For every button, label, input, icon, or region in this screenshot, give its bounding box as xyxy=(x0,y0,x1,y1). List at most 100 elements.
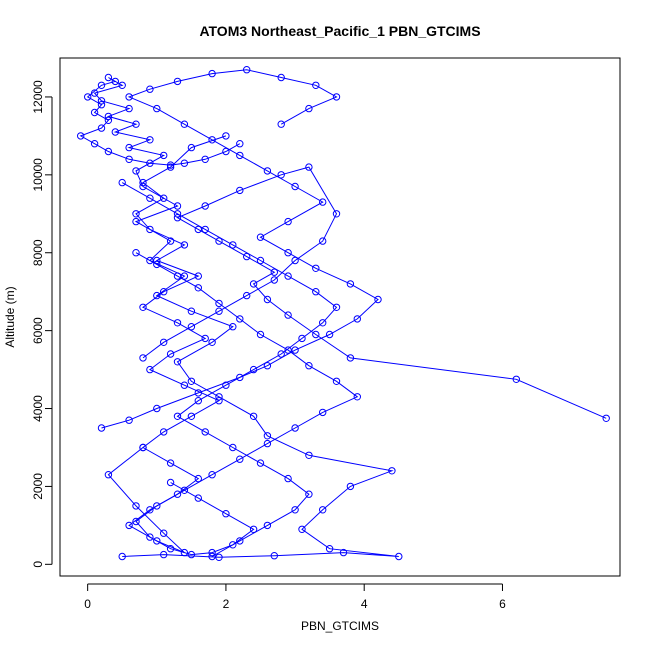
data-point xyxy=(132,217,140,226)
data-point xyxy=(305,104,313,113)
data-point xyxy=(215,393,223,401)
data-point xyxy=(187,307,196,315)
data-point xyxy=(256,330,265,339)
data-point xyxy=(77,132,85,140)
data-point xyxy=(222,147,230,156)
series-4 xyxy=(139,163,610,422)
data-point xyxy=(153,291,161,300)
data-point xyxy=(208,338,216,346)
data-point xyxy=(284,311,292,319)
data-point xyxy=(139,443,147,452)
data-point xyxy=(97,424,106,432)
data-point xyxy=(305,362,313,370)
data-point xyxy=(339,548,348,557)
data-point xyxy=(374,295,382,304)
data-point xyxy=(153,260,161,269)
data-point xyxy=(139,182,147,191)
x-tick-label: 6 xyxy=(499,597,506,611)
data-point xyxy=(263,432,272,440)
data-point xyxy=(263,521,272,530)
data-point xyxy=(166,350,175,358)
data-point xyxy=(236,455,244,463)
data-point xyxy=(97,81,106,90)
data-point xyxy=(132,517,140,526)
data-point xyxy=(291,182,299,191)
x-tick-label: 0 xyxy=(84,597,91,611)
data-point xyxy=(97,124,106,132)
data-point xyxy=(146,159,154,167)
data-point xyxy=(305,490,313,498)
y-tick-label: 12000 xyxy=(31,80,45,114)
y-axis: 0 2000 4000 6000 8000 10000 12000 xyxy=(31,80,53,568)
data-point xyxy=(97,101,106,109)
data-point xyxy=(249,365,258,374)
data-point xyxy=(173,358,182,366)
data-point xyxy=(173,272,182,280)
data-point xyxy=(236,186,244,195)
data-point xyxy=(284,346,292,354)
data-point xyxy=(104,112,113,121)
data-point xyxy=(173,412,182,420)
data-point xyxy=(153,104,161,113)
data-point xyxy=(173,77,182,86)
data-point xyxy=(104,73,113,82)
data-point xyxy=(332,210,341,218)
data-point xyxy=(284,249,292,257)
x-axis: 0 2 4 6 xyxy=(84,583,506,611)
data-point xyxy=(229,541,237,549)
data-point xyxy=(194,284,203,292)
data-point xyxy=(146,365,154,374)
data-point xyxy=(194,397,203,405)
data-point xyxy=(125,155,133,164)
data-point xyxy=(180,120,189,128)
series-6 xyxy=(132,249,361,559)
data-point xyxy=(270,276,278,284)
data-point xyxy=(194,494,203,502)
data-point xyxy=(236,537,244,545)
data-point xyxy=(291,424,299,432)
series-3 xyxy=(97,66,382,432)
data-point xyxy=(201,428,209,436)
data-point xyxy=(208,552,216,561)
x-tick-label: 4 xyxy=(361,597,368,611)
data-point xyxy=(118,81,126,90)
data-point xyxy=(160,288,168,296)
data-point xyxy=(111,77,120,86)
data-point xyxy=(215,307,223,315)
data-point xyxy=(166,161,175,169)
series-line xyxy=(79,77,399,558)
data-point xyxy=(256,459,265,467)
data-point xyxy=(208,548,216,557)
data-point xyxy=(312,81,320,90)
series-line xyxy=(135,252,359,556)
data-point xyxy=(160,529,168,537)
data-point xyxy=(353,315,361,323)
data-point xyxy=(139,354,147,362)
data-point xyxy=(319,237,327,245)
data-point xyxy=(215,237,223,245)
data-point xyxy=(243,252,251,261)
data-point xyxy=(215,299,223,308)
y-tick-label: 0 xyxy=(31,561,45,568)
data-point xyxy=(229,241,237,249)
data-point xyxy=(249,280,258,288)
data-point xyxy=(277,350,285,358)
y-tick-label: 4000 xyxy=(31,395,45,422)
data-point xyxy=(325,545,334,553)
data-point xyxy=(153,502,161,510)
data-point xyxy=(180,241,189,249)
data-point xyxy=(291,256,299,265)
data-point xyxy=(173,214,182,222)
data-point xyxy=(90,89,99,97)
data-point xyxy=(208,471,216,479)
data-point xyxy=(187,412,196,420)
data-point xyxy=(111,128,120,136)
chart-title: ATOM3 Northeast_Pacific_1 PBN_GTCIMS xyxy=(199,23,480,39)
data-point xyxy=(305,163,313,171)
series-2 xyxy=(104,132,230,557)
data-point xyxy=(284,217,292,226)
data-point xyxy=(160,338,168,346)
series-line xyxy=(101,69,379,429)
data-point xyxy=(180,159,189,167)
